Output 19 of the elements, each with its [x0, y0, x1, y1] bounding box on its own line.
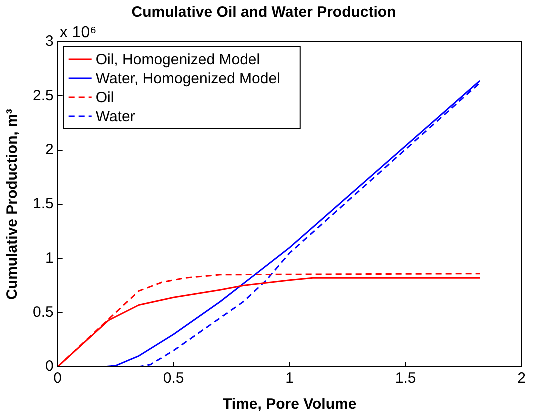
x-tick-label: 1 [286, 370, 294, 388]
y-tick-label: 0.5 [32, 304, 54, 321]
text: x 10⁶ [60, 24, 97, 42]
legend-label: Water [96, 108, 136, 126]
x-tick-label: 2 [518, 370, 526, 388]
y-tick-label: 2 [46, 141, 54, 158]
y-tick-label: 1.5 [32, 196, 54, 213]
y-tick-label: 0 [46, 358, 54, 376]
y-tick-label: 1 [46, 250, 54, 267]
y-tick-label: 2.5 [32, 87, 54, 104]
y-tick-label: 3 [46, 33, 54, 50]
legend-label: Oil [96, 90, 114, 107]
legend-label: Oil, Homogenized Model [96, 52, 260, 69]
legend-label: Water, Homogenized Model [96, 70, 280, 88]
chart-title: Cumulative Oil and Water Production [132, 4, 396, 22]
x-tick-label: 0.5 [163, 370, 184, 388]
x-tick-label: 1.5 [395, 370, 416, 388]
x-axis-title: Time, Pore Volume [223, 396, 357, 414]
y-axis-title: Cumulative Production, m³ [4, 109, 22, 300]
